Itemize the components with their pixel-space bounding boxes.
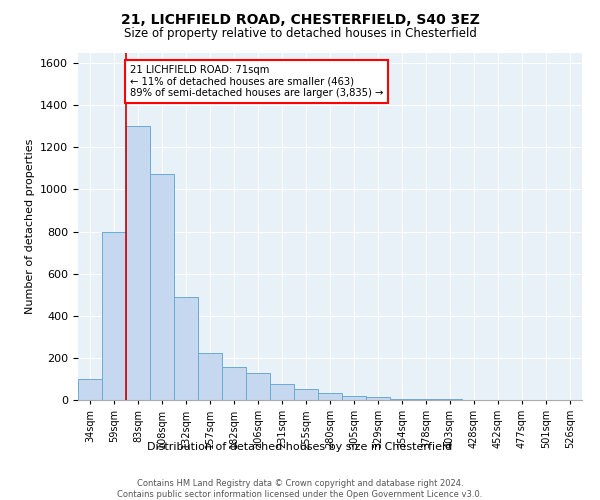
Bar <box>102 232 126 400</box>
Text: 21, LICHFIELD ROAD, CHESTERFIELD, S40 3EZ: 21, LICHFIELD ROAD, CHESTERFIELD, S40 3E… <box>121 12 479 26</box>
Bar <box>198 352 222 400</box>
Text: Contains HM Land Registry data © Crown copyright and database right 2024.: Contains HM Land Registry data © Crown c… <box>137 479 463 488</box>
Bar <box>150 174 174 400</box>
Bar <box>414 399 438 400</box>
Bar <box>246 372 270 400</box>
Bar <box>366 397 390 400</box>
Text: 21 LICHFIELD ROAD: 71sqm
← 11% of detached houses are smaller (463)
89% of semi-: 21 LICHFIELD ROAD: 71sqm ← 11% of detach… <box>130 65 383 98</box>
Y-axis label: Number of detached properties: Number of detached properties <box>25 138 35 314</box>
Bar <box>342 396 366 400</box>
Bar <box>294 390 318 400</box>
Bar <box>78 379 102 400</box>
Text: Contains public sector information licensed under the Open Government Licence v3: Contains public sector information licen… <box>118 490 482 499</box>
Bar <box>390 399 414 400</box>
Bar <box>318 392 342 400</box>
Text: Size of property relative to detached houses in Chesterfield: Size of property relative to detached ho… <box>124 28 476 40</box>
Bar <box>270 384 294 400</box>
Bar <box>174 297 198 400</box>
Text: Distribution of detached houses by size in Chesterfield: Distribution of detached houses by size … <box>148 442 452 452</box>
Bar <box>126 126 150 400</box>
Bar <box>222 368 246 400</box>
